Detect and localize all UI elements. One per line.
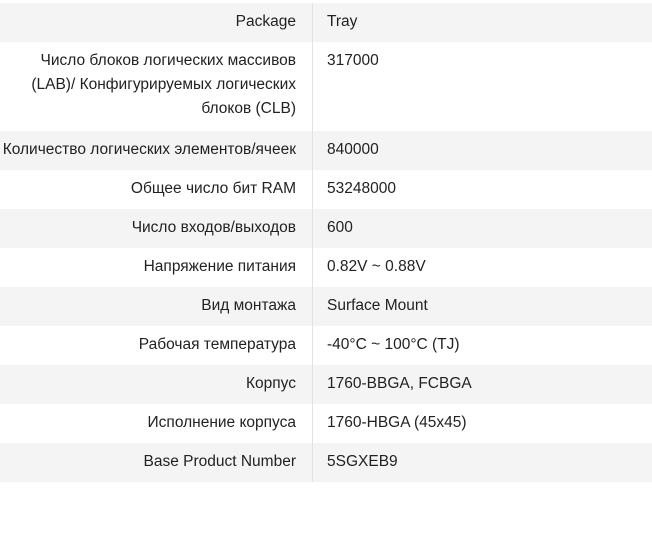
spec-value: -40°C ~ 100°C (TJ) <box>313 326 652 365</box>
spec-label: Корпус <box>0 365 313 404</box>
spec-value: Surface Mount <box>313 287 652 326</box>
spec-value: 0.82V ~ 0.88V <box>313 248 652 287</box>
spec-row-lab-clb: Число блоков логических массивов (LAB)/ … <box>0 42 652 131</box>
spec-label: Package <box>0 3 313 42</box>
spec-value: 1760-BBGA, FCBGA <box>313 365 652 404</box>
spec-value: 1760-HBGA (45x45) <box>313 404 652 443</box>
spec-label: Вид монтажа <box>0 287 313 326</box>
spec-value: 840000 <box>313 131 652 170</box>
spec-value: 5SGXEB9 <box>313 443 652 482</box>
spec-value: 600 <box>313 209 652 248</box>
spec-value: 317000 <box>313 42 652 131</box>
spec-label: Base Product Number <box>0 443 313 482</box>
spec-label: Количество логических элементов/ячеек <box>0 131 313 170</box>
spec-label: Рабочая температура <box>0 326 313 365</box>
spec-row-temperature: Рабочая температура-40°C ~ 100°C (TJ) <box>0 326 652 365</box>
spec-label: Число блоков логических массивов (LAB)/ … <box>0 42 313 131</box>
spec-label: Исполнение корпуса <box>0 404 313 443</box>
spec-value: Tray <box>313 3 652 42</box>
spec-label: Общее число бит RAM <box>0 170 313 209</box>
spec-label: Напряжение питания <box>0 248 313 287</box>
spec-label: Число входов/выходов <box>0 209 313 248</box>
spec-value: 53248000 <box>313 170 652 209</box>
